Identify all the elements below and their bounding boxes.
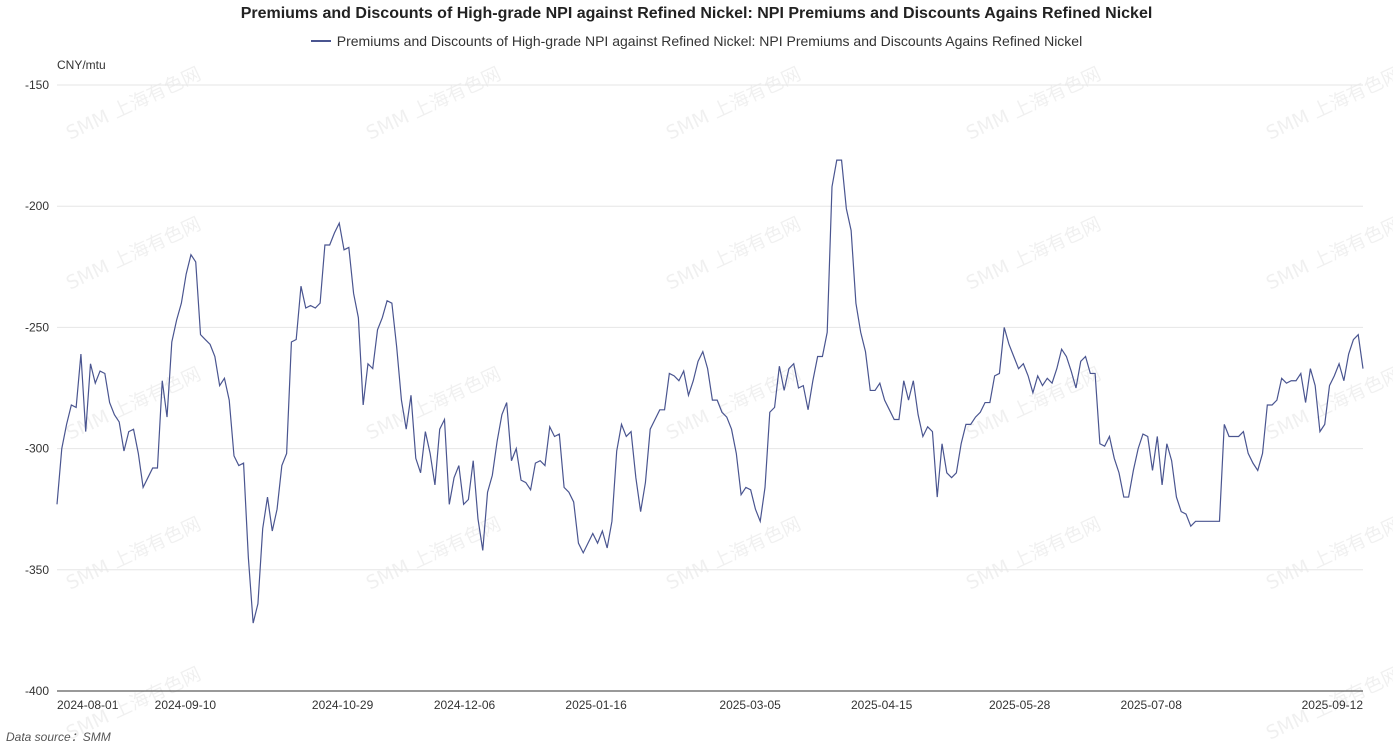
x-tick-label: 2024-09-10 bbox=[155, 698, 217, 712]
x-tick-label: 2024-10-29 bbox=[312, 698, 374, 712]
watermark-text: SMM 上海有色网 bbox=[1263, 63, 1393, 145]
watermark-text: SMM 上海有色网 bbox=[963, 63, 1105, 145]
x-tick-label: 2024-08-01 bbox=[57, 698, 119, 712]
x-tick-label: 2025-09-12 bbox=[1302, 698, 1364, 712]
watermark-text: SMM 上海有色网 bbox=[1263, 363, 1393, 445]
y-tick-label: -150 bbox=[25, 78, 49, 92]
y-axis-ticks: -150 -200 -250 -300 -350 -400 bbox=[25, 78, 49, 698]
legend-swatch bbox=[310, 40, 331, 43]
x-tick-label: 2025-04-15 bbox=[851, 698, 913, 712]
x-tick-label: 2025-01-16 bbox=[565, 698, 627, 712]
chart-title: Premiums and Discounts of High-grade NPI… bbox=[240, 5, 1153, 22]
grid-lines bbox=[57, 84, 1363, 692]
watermark-text: SMM 上海有色网 bbox=[1263, 513, 1393, 595]
watermark-text: SMM 上海有色网 bbox=[63, 213, 205, 295]
watermark-text: SMM 上海有色网 bbox=[963, 513, 1105, 595]
watermark-text: SMM 上海有色网 bbox=[663, 513, 805, 595]
x-tick-label: 2024-12-06 bbox=[434, 698, 496, 712]
watermark-text: SMM 上海有色网 bbox=[663, 213, 805, 295]
watermark-text: SMM 上海有色网 bbox=[363, 63, 505, 145]
y-tick-label: -250 bbox=[25, 320, 49, 334]
y-tick-label: -300 bbox=[25, 442, 49, 456]
y-tick-label: -400 bbox=[25, 684, 49, 698]
watermark-text: SMM 上海有色网 bbox=[663, 63, 805, 145]
watermark-text: SMM 上海有色网 bbox=[1263, 213, 1393, 295]
watermark-text: SMM 上海有色网 bbox=[363, 363, 505, 445]
data-source: Data source：SMM bbox=[6, 730, 111, 744]
watermark-text: SMM 上海有色网 bbox=[63, 513, 205, 595]
watermark-text: SMM 上海有色网 bbox=[63, 63, 205, 145]
legend[interactable]: Premiums and Discounts of High-grade NPI… bbox=[0, 33, 1393, 49]
watermark-layer: SMM 上海有色网 SMM 上海有色网 SMM 上海有色网 SMM 上海有色网 SMM … bbox=[63, 63, 1393, 745]
x-tick-label: 2025-03-05 bbox=[719, 698, 781, 712]
y-tick-label: -350 bbox=[25, 563, 49, 577]
y-tick-label: -200 bbox=[25, 199, 49, 213]
y-axis-unit-label: CNY/mtu bbox=[57, 58, 106, 72]
legend-label: Premiums and Discounts of High-grade NPI… bbox=[336, 33, 1083, 49]
x-tick-label: 2025-07-08 bbox=[1121, 698, 1183, 712]
watermark-text: SMM 上海有色网 bbox=[963, 213, 1105, 295]
watermark-text: SMM 上海有色网 bbox=[363, 513, 505, 595]
series-line[interactable] bbox=[56, 159, 1364, 624]
x-tick-label: 2025-05-28 bbox=[989, 698, 1051, 712]
x-axis-ticks: 2024-08-01 2024-09-10 2024-10-29 2024-12-06… bbox=[57, 698, 1363, 712]
